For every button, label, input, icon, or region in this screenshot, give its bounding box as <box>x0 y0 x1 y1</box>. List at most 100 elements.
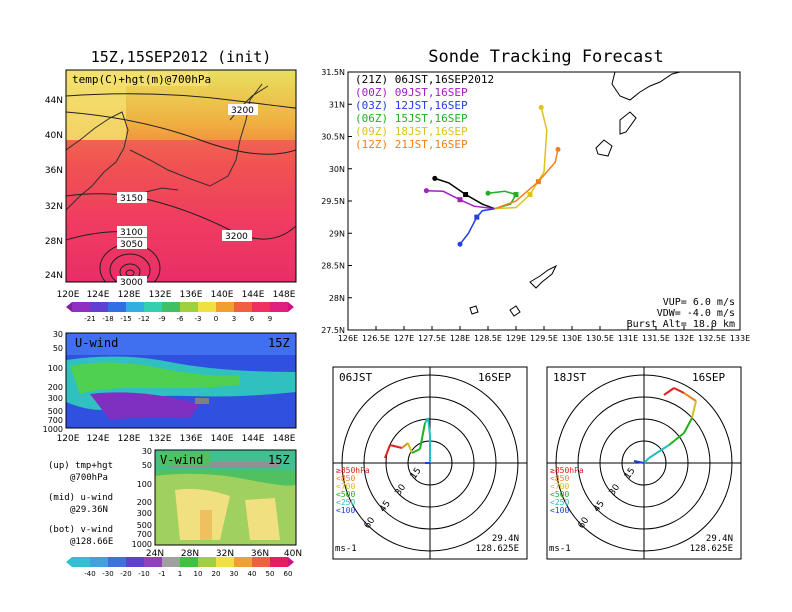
track-y-tick: 30.5N <box>321 133 345 142</box>
param-burst: Burst Alt= 18.0 km <box>627 319 735 330</box>
temp-map <box>66 70 296 282</box>
lon-tick: 128E <box>118 290 141 300</box>
hodograph-level-label: <700 <box>550 482 569 491</box>
temp-colorbar-label: -3 <box>195 315 202 323</box>
pressure-tick: 100 <box>137 480 152 489</box>
track-x-tick: 132.5E <box>698 334 726 343</box>
legend-line: (bot) v-wind <box>48 525 113 535</box>
wind-colorbar-label: -10 <box>138 570 149 578</box>
wind-colorbar-label: 1 <box>178 570 182 578</box>
track-endpoint <box>555 146 561 152</box>
track-x-tick: 129.5E <box>530 334 558 343</box>
contour-label: 3000 <box>120 278 143 288</box>
track-legend-entry: (06Z) 15JST,16SEP <box>355 112 468 125</box>
pressure-tick: 50 <box>53 344 63 353</box>
hodograph-level-label: <250 <box>336 498 355 507</box>
contour-label: 3200 <box>231 106 254 116</box>
hodograph-trace <box>643 457 650 464</box>
contour-label: 3200 <box>225 232 248 242</box>
u-lon-tick: 136E <box>180 434 203 444</box>
hodograph-trace <box>419 422 426 450</box>
temp-colorbar-label: -9 <box>159 315 166 323</box>
track-y-tick: 30N <box>329 165 345 174</box>
pressure-tick: 1000 <box>132 540 152 549</box>
hodo-right-time: 18JST <box>553 371 586 384</box>
temp-colorbar-label: 9 <box>268 315 272 323</box>
track-x-tick: 131.5E <box>642 334 670 343</box>
u-wind-title: U-wind <box>75 336 118 350</box>
u-lon-tick: 144E <box>242 434 265 444</box>
map-field-label: temp(C)+hgt(m)@700hPa <box>72 73 211 86</box>
v-wind-title: V-wind <box>160 453 203 467</box>
hodograph-trace <box>668 432 685 446</box>
track-x-tick: 128E <box>450 334 470 343</box>
legend-line: @29.36N <box>70 505 108 515</box>
lat-tick: 40N <box>45 131 63 141</box>
lon-tick: 132E <box>149 290 172 300</box>
u-lon-tick: 120E <box>57 434 80 444</box>
pressure-tick: 30 <box>53 330 63 339</box>
track-y-tick: 31.5N <box>321 68 345 77</box>
hodograph-level-label: <500 <box>336 490 355 499</box>
pressure-tick: 200 <box>48 383 63 392</box>
lat-tick: 24N <box>45 271 63 281</box>
track-endpoint <box>432 175 438 181</box>
pressure-tick: 500 <box>137 521 152 530</box>
track-x-tick: 131E <box>618 334 638 343</box>
hodograph-trace <box>673 387 685 394</box>
hodograph-level-label: <850 <box>550 474 569 483</box>
hodo-left-units: ms-1 <box>335 544 357 554</box>
track-x-tick: 128.5E <box>474 334 502 343</box>
hodograph-trace <box>407 442 413 454</box>
temp-colorbar-label: 0 <box>214 315 218 323</box>
pressure-tick: 700 <box>48 416 63 425</box>
hodograph-trace <box>384 444 391 459</box>
track-x-tick: 130.5E <box>586 334 614 343</box>
pressure-tick: 700 <box>137 530 152 539</box>
temp-colorbar-label: 3 <box>232 315 236 323</box>
u-lon-tick: 148E <box>273 434 296 444</box>
hodograph-trace <box>648 444 670 459</box>
lat-tick: 32N <box>45 202 63 212</box>
hodograph-trace <box>683 417 693 434</box>
lon-tick: 140E <box>211 290 234 300</box>
coastline <box>469 72 681 317</box>
lon-tick: 120E <box>57 290 80 300</box>
lat-tick: 28N <box>45 237 63 247</box>
hodograph-level-label: <100 <box>336 506 355 515</box>
u-wind-frame <box>65 332 297 429</box>
legend-line: (up) tmp+hgt <box>48 461 113 471</box>
temp-colorbar-label: -18 <box>102 315 113 323</box>
map-title: 15Z,15SEP2012 (init) <box>91 48 272 66</box>
hodograph-level-label: <700 <box>336 482 355 491</box>
track-series-group <box>423 104 561 247</box>
hodograph-level-label: ≥850hPa <box>550 466 584 475</box>
track-marker <box>513 192 519 198</box>
track-marker <box>474 214 480 220</box>
map-frame <box>65 69 297 283</box>
pressure-tick: 300 <box>137 509 152 518</box>
lat-tick: 44N <box>45 96 63 106</box>
temp-colorbar-label: -21 <box>84 315 95 323</box>
track-endpoint <box>538 104 544 110</box>
pressure-tick: 30 <box>142 447 152 456</box>
track-endpoint <box>485 190 491 196</box>
hodograph-trace <box>427 417 431 436</box>
hodo-right-date: 16SEP <box>692 371 725 384</box>
hodograph-trace <box>411 448 421 454</box>
track-x-tick: 132E <box>674 334 694 343</box>
v-wind-time: 15Z <box>268 453 290 467</box>
wind-colorbar-label: 10 <box>194 570 203 578</box>
u-lon-tick: 128E <box>118 434 141 444</box>
pressure-tick: 200 <box>137 498 152 507</box>
track-x-tick: 133E <box>730 334 750 343</box>
hodograph-trace <box>401 442 409 449</box>
contour-label: 3150 <box>120 194 143 204</box>
legend-line: @700hPa <box>70 473 108 483</box>
pressure-tick: 50 <box>142 461 152 470</box>
u-lon-tick: 132E <box>149 434 172 444</box>
wind-colorbar-label: 30 <box>230 570 239 578</box>
